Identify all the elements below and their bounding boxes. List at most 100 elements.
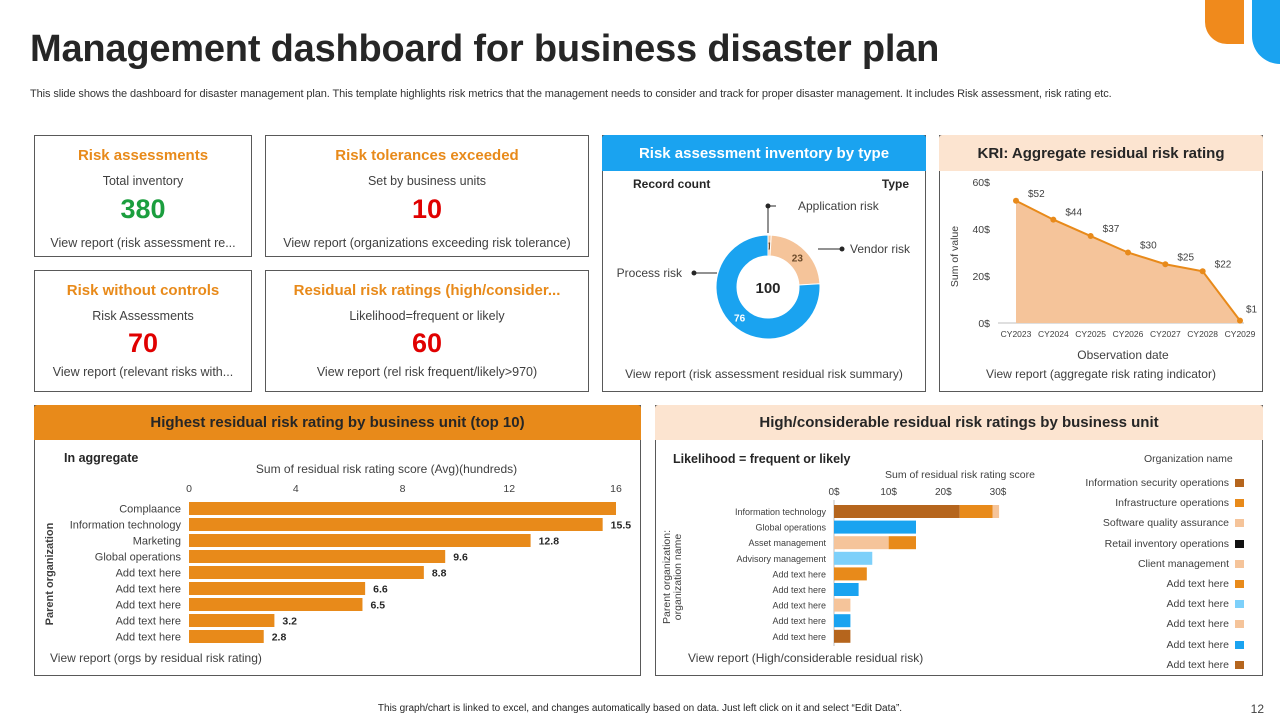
legend-item: Add text here <box>1167 659 1244 671</box>
type-label: Type <box>881 177 909 191</box>
category-label: Add text here <box>772 569 826 579</box>
chart-title: Sum of residual risk rating score <box>885 469 1035 481</box>
bar-value-label: 15.5 <box>611 520 632 532</box>
kpi-title: Risk without controls <box>66 282 220 299</box>
category-label: Add text here <box>116 600 181 612</box>
highest-risk-panel-header: Highest residual risk rating by business… <box>34 405 641 440</box>
legend-label: Add text here <box>1166 658 1229 671</box>
category-label: Advisory management <box>736 554 826 564</box>
view-report-link[interactable]: View report (orgs by residual risk ratin… <box>50 651 262 665</box>
kpi-subtitle: Set by business units <box>367 174 487 188</box>
kpi-title: Risk assessments <box>77 147 209 164</box>
bar <box>189 598 363 611</box>
bar <box>189 534 531 547</box>
y-tick-label: 40$ <box>972 224 990 236</box>
view-report-link[interactable]: View report (aggregate risk rating indic… <box>986 367 1216 381</box>
kpi-title: Residual risk ratings (high/consider... <box>293 282 561 299</box>
category-label: Add text here <box>116 584 181 596</box>
x-tick-label: 10$ <box>880 487 897 498</box>
view-report-link[interactable]: View report (risk assessment residual ri… <box>625 367 903 381</box>
area-value-label: $37 <box>1103 224 1120 235</box>
legend-swatch <box>1235 660 1244 669</box>
category-label: Add text here <box>116 568 181 580</box>
area-value-label: $52 <box>1028 189 1045 200</box>
category-label: Complaance <box>119 504 181 516</box>
kpi-value: 60 <box>411 328 443 358</box>
x-tick-label: CY2027 <box>1150 329 1181 339</box>
view-report-link[interactable]: View report (rel risk frequent/likely>97… <box>316 365 538 379</box>
legend-title: Organization name <box>1144 453 1233 465</box>
brand-logo <box>1205 0 1280 64</box>
kri-panel-title: KRI: Aggregate residual risk rating <box>977 144 1225 162</box>
view-report-link[interactable]: View report (High/considerable residual … <box>688 651 924 665</box>
kri-panel-header: KRI: Aggregate residual risk rating <box>939 135 1263 171</box>
legend-swatch <box>1235 620 1244 629</box>
legend-label: Add text here <box>1166 638 1229 651</box>
category-label: Add text here <box>772 585 826 595</box>
legend-swatch <box>1235 539 1244 548</box>
donut-slice-name-label: Application risk <box>798 199 880 213</box>
kpi-card-residual-risk-ratings: Residual risk ratings (high/consider... … <box>265 270 589 392</box>
x-tick-label: CY2029 <box>1225 329 1256 339</box>
page-title: Management dashboard for business disast… <box>30 28 940 70</box>
legend-swatch <box>1235 519 1244 528</box>
kri-panel: KRI: Aggregate residual risk rating 0$ 20… <box>939 135 1263 392</box>
bar <box>189 566 424 579</box>
highest-risk-bar-chart: Sum of residual risk rating score (Avg)(… <box>44 462 632 644</box>
category-label: Add text here <box>772 601 826 611</box>
kri-area-chart: 0$ 20$ 40$ 60$ $52 CY2023 $44 CY2024 $37 CY2025 $3… <box>949 177 1258 362</box>
legend-label: Infrastructure operations <box>1115 497 1229 510</box>
x-tick-label: 20$ <box>935 487 952 498</box>
view-report-link[interactable]: View report (organizations exceeding ris… <box>283 236 571 250</box>
bar <box>189 502 616 515</box>
bar-value-label: 2.8 <box>272 632 287 644</box>
legend-item: Add text here <box>1167 639 1244 651</box>
legend-label: Client management <box>1137 557 1229 570</box>
area-point <box>1125 249 1131 256</box>
view-report-link[interactable]: View report (relevant risks with... <box>52 365 234 379</box>
inventory-panel-title: Risk assessment inventory by type <box>638 144 890 162</box>
x-tick-label: 8 <box>400 483 406 495</box>
bar <box>189 518 603 531</box>
area-point <box>1162 261 1169 268</box>
y-axis-title: Sum of value <box>949 226 961 287</box>
stacked-bar-segment <box>834 505 960 518</box>
x-tick-label: 16 <box>610 483 622 495</box>
stacked-bar-segment <box>834 536 889 550</box>
stacked-bar-segment <box>834 520 916 534</box>
highest-risk-panel: Highest residual risk rating by business… <box>34 405 641 676</box>
inventory-panel: Risk assessment inventory by type Record… <box>602 135 926 392</box>
legend-swatch <box>1235 499 1244 508</box>
x-tick-label: CY2024 <box>1038 329 1069 339</box>
y-tick-label: 60$ <box>972 177 990 189</box>
legend-swatch <box>1235 559 1244 568</box>
category-label: Asset management <box>748 538 826 548</box>
x-tick-label: 0$ <box>828 487 840 498</box>
donut-slice-name-label: Vendor risk <box>850 242 911 256</box>
y-tick-label: 0$ <box>978 318 990 330</box>
category-label: Information technology <box>70 520 182 532</box>
view-report-link[interactable]: View report (risk assessment re... <box>50 236 236 250</box>
stacked-bar-segment <box>959 505 993 518</box>
x-tick-label: 0 <box>186 483 192 495</box>
legend-swatch <box>1235 600 1244 609</box>
legend-swatch <box>1235 640 1244 649</box>
bar <box>189 550 446 563</box>
stacked-bar-segment <box>992 505 1000 518</box>
area-point <box>1087 233 1094 240</box>
x-tick-label: CY2025 <box>1075 329 1106 339</box>
area-value-label: $22 <box>1215 259 1232 270</box>
category-label: Global operations <box>755 523 826 533</box>
y-axis-title-line1: Parent organization: <box>661 530 673 624</box>
legend-label: Add text here <box>1166 618 1229 631</box>
category-label: Global operations <box>95 552 182 564</box>
highest-risk-panel-title: Highest residual risk rating by business… <box>150 414 525 431</box>
donut-slice-value-label: 1 <box>767 242 773 253</box>
kpi-card-risk-assessments: Risk assessments Total inventory 380 Vie… <box>34 135 252 257</box>
inventory-donut-chart: 1 23 76 100 Application risk Vendor risk Proce… <box>617 199 911 340</box>
considerable-risk-panel: High/considerable residual risk ratings … <box>655 405 1263 676</box>
x-tick-label: CY2028 <box>1187 329 1218 339</box>
area-value-label: $25 <box>1177 252 1194 263</box>
legend-item: Add text here <box>1167 578 1244 590</box>
in-aggregate-label: In aggregate <box>64 451 139 465</box>
